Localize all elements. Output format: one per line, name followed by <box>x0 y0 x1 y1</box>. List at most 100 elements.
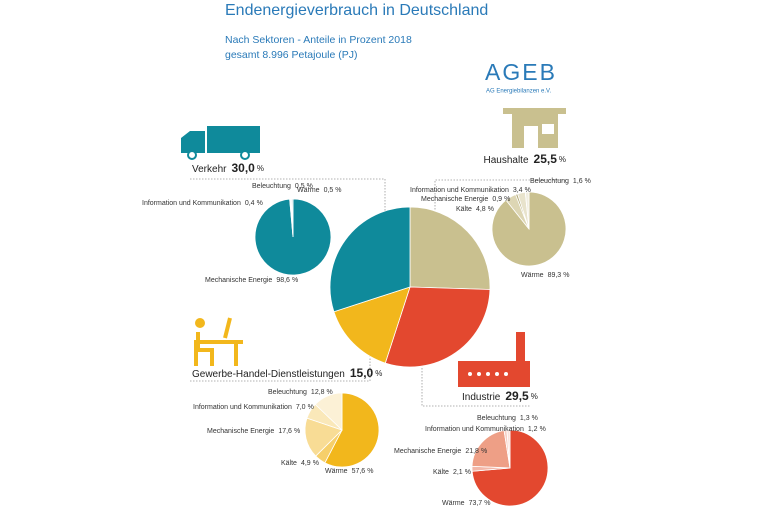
unit: % <box>375 369 382 378</box>
slice-value: 0,4 <box>245 200 255 207</box>
sector-name: Gewerbe-Handel-Dienstleistungen <box>192 369 345 380</box>
slice-value: 12,8 <box>311 389 325 396</box>
slice-name: Mechanische Energie <box>205 277 272 284</box>
unit: % <box>292 277 298 284</box>
slice-label: Information und Kommunikation 0,4% <box>142 200 263 207</box>
slice-value: 0,5 <box>295 183 305 190</box>
slice-label: Kälte 4,8% <box>456 206 494 213</box>
sector-name: Verkehr <box>192 164 227 175</box>
unit: % <box>531 392 538 401</box>
slice-label: Mechanische Energie 0,9% <box>421 196 510 203</box>
subtitle: Nach Sektoren - Anteile in Prozent 2018 <box>225 34 412 46</box>
slice-value: 0,9 <box>492 196 502 203</box>
slice-name: Kälte <box>456 206 472 213</box>
slice-name: Mechanische Energie <box>394 448 461 455</box>
slice-label: Mechanische Energie 17,6% <box>207 428 300 435</box>
pie-slice <box>384 286 491 368</box>
slice-name: Information und Kommunikation <box>193 404 292 411</box>
unit: % <box>257 200 263 207</box>
slice-label: Mechanische Energie 98,6% <box>205 277 298 284</box>
factory-icon <box>458 332 530 387</box>
slice-value: 89,3 <box>548 272 562 279</box>
sector-value: 15,0 <box>350 366 374 380</box>
total: gesamt 8.996 Petajoule (PJ) <box>225 49 358 61</box>
desk-icon <box>194 317 243 366</box>
slice-name: Information und Kommunikation <box>425 426 524 433</box>
slice-name: Wärme <box>297 187 320 194</box>
unit: % <box>257 164 264 173</box>
slice-label: Information und Kommunikation 7,0% <box>193 404 314 411</box>
slice-name: Information und Kommunikation <box>410 187 509 194</box>
unit: % <box>308 404 314 411</box>
slice-value: 17,6 <box>278 428 292 435</box>
unit: % <box>532 415 538 422</box>
slice-value: 2,1 <box>453 469 463 476</box>
sector-value: 29,5 <box>505 389 529 403</box>
pie-slice <box>409 206 491 290</box>
unit: % <box>559 155 566 164</box>
slice-name: Mechanische Energie <box>207 428 274 435</box>
sector-label: Gewerbe-Handel-Dienstleistungen 15,0% <box>192 366 382 380</box>
slice-label: Mechanische Energie 21,8% <box>394 448 487 455</box>
slice-name: Wärme <box>521 272 544 279</box>
pie-slice <box>506 429 511 469</box>
slice-label: Wärme 57,6% <box>325 468 373 475</box>
sector-value: 25,5 <box>534 152 558 166</box>
slice-label: Wärme 0,5% <box>297 187 342 194</box>
unit: % <box>504 196 510 203</box>
sector-name: Industrie <box>462 392 501 403</box>
slice-label: Beleuchtung 1,3% <box>477 415 538 422</box>
slice-label: Kälte 4,9% <box>281 460 319 467</box>
unit: % <box>540 426 546 433</box>
slice-label: Beleuchtung 1,6% <box>530 178 591 185</box>
slice-name: Mechanische Energie <box>421 196 488 203</box>
slice-name: Kälte <box>433 469 449 476</box>
pie-slice <box>291 198 294 238</box>
slice-value: 1,2 <box>528 426 538 433</box>
unit: % <box>335 187 341 194</box>
logo-org: AG Energiebilanzen e.V. <box>486 89 551 95</box>
slice-value: 3,4 <box>513 187 523 194</box>
slice-name: Beleuchtung <box>268 389 307 396</box>
slice-value: 1,3 <box>520 415 530 422</box>
slice-label: Kälte 2,1% <box>433 469 471 476</box>
sector-label: Verkehr 30,0% <box>192 161 264 175</box>
unit: % <box>484 500 490 507</box>
sector-name: Haushalte <box>483 155 528 166</box>
slice-name: Wärme <box>442 500 465 507</box>
unit: % <box>488 206 494 213</box>
sector-value: 30,0 <box>231 161 255 175</box>
sector-label: Haushalte 25,5% <box>483 152 566 166</box>
slice-value: 1,6 <box>573 178 583 185</box>
logo: AGEB <box>485 59 557 85</box>
slice-value: 21,8 <box>465 448 479 455</box>
truck-icon <box>181 126 260 160</box>
unit: % <box>313 460 319 467</box>
unit: % <box>585 178 591 185</box>
unit: % <box>307 183 313 190</box>
slice-label: Beleuchtung 0,5% <box>252 183 313 190</box>
slice-label: Information und Kommunikation 1,2% <box>425 426 546 433</box>
slice-value: 98,6 <box>276 277 290 284</box>
pie-slice <box>333 286 411 364</box>
slice-name: Beleuchtung <box>477 415 516 422</box>
slice-name: Beleuchtung <box>252 183 291 190</box>
pie-slice <box>524 191 530 230</box>
slice-label: Information und Kommunikation 3,4% <box>410 187 531 194</box>
unit: % <box>563 272 569 279</box>
slice-label: Beleuchtung 12,8% <box>268 389 333 396</box>
unit: % <box>465 469 471 476</box>
slice-label: Wärme 73,7% <box>442 500 490 507</box>
sector-label: Industrie 29,5% <box>462 389 538 403</box>
unit: % <box>294 428 300 435</box>
unit: % <box>367 468 373 475</box>
pie-slice <box>471 430 511 469</box>
slice-name: Wärme <box>325 468 348 475</box>
slice-value: 73,7 <box>469 500 483 507</box>
slice-name: Beleuchtung <box>530 178 569 185</box>
slice-value: 4,8 <box>476 206 486 213</box>
pie-slice <box>329 206 411 313</box>
slice-label: Wärme 89,3% <box>521 272 569 279</box>
slice-value: 4,9 <box>301 460 311 467</box>
